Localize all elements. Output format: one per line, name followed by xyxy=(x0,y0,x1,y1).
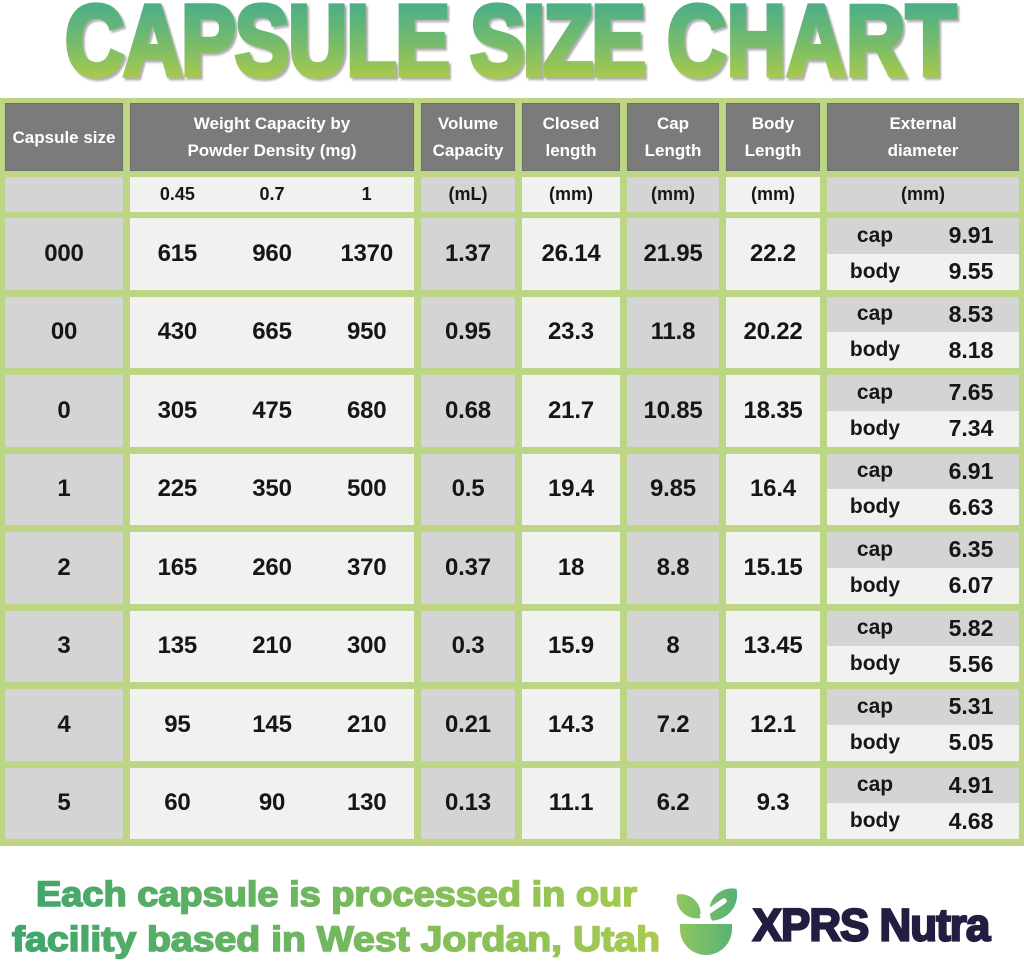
svg-text:CAPSULE: CAPSULE xyxy=(65,0,450,97)
svg-text:CHART: CHART xyxy=(667,0,956,97)
svg-text:XPRS Nutra: XPRS Nutra xyxy=(753,900,991,951)
svg-text:facility based in West Jordan,: facility based in West Jordan, Utah xyxy=(12,920,660,959)
svg-text:Each capsule is processed in o: Each capsule is processed in our xyxy=(36,875,637,914)
svg-text:SIZE: SIZE xyxy=(470,0,646,97)
